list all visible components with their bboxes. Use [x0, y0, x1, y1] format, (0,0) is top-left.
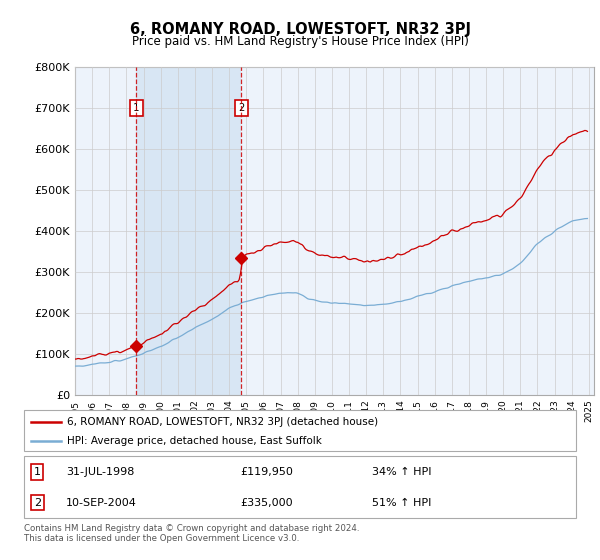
Text: 1: 1 — [133, 103, 139, 113]
Text: 34% ↑ HPI: 34% ↑ HPI — [372, 467, 431, 477]
Text: 2: 2 — [34, 498, 41, 507]
Text: Contains HM Land Registry data © Crown copyright and database right 2024.
This d: Contains HM Land Registry data © Crown c… — [24, 524, 359, 543]
Text: 51% ↑ HPI: 51% ↑ HPI — [372, 498, 431, 507]
Text: Price paid vs. HM Land Registry's House Price Index (HPI): Price paid vs. HM Land Registry's House … — [131, 35, 469, 48]
Text: 31-JUL-1998: 31-JUL-1998 — [66, 467, 134, 477]
Text: £119,950: £119,950 — [240, 467, 293, 477]
Text: 10-SEP-2004: 10-SEP-2004 — [66, 498, 137, 507]
Text: 1: 1 — [34, 467, 41, 477]
Text: HPI: Average price, detached house, East Suffolk: HPI: Average price, detached house, East… — [67, 436, 322, 446]
Text: 6, ROMANY ROAD, LOWESTOFT, NR32 3PJ: 6, ROMANY ROAD, LOWESTOFT, NR32 3PJ — [130, 22, 470, 38]
Bar — [136, 67, 241, 395]
Text: 2: 2 — [238, 103, 244, 113]
Text: £335,000: £335,000 — [240, 498, 293, 507]
Text: 6, ROMANY ROAD, LOWESTOFT, NR32 3PJ (detached house): 6, ROMANY ROAD, LOWESTOFT, NR32 3PJ (det… — [67, 417, 379, 427]
